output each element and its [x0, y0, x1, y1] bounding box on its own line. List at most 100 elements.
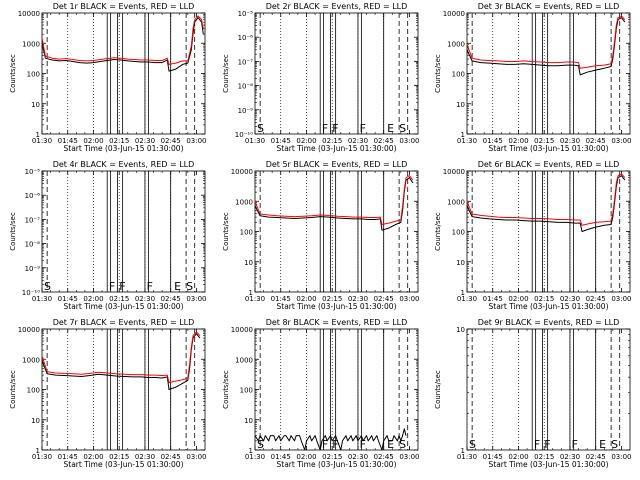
- y-tick-label: 100: [240, 229, 253, 237]
- x-tick-label: 03:00: [186, 295, 206, 303]
- y-tick-label: 1: [36, 131, 40, 139]
- x-tick-label: 01:30: [32, 453, 52, 461]
- x-tick-label: 03:00: [611, 137, 631, 145]
- y-tick-label: 1000: [447, 40, 465, 48]
- y-tick-label: 1000: [22, 40, 40, 48]
- x-tick-label: 01:30: [245, 453, 265, 461]
- event-letter-label: E: [174, 280, 181, 293]
- event-letter-label: S: [257, 438, 264, 451]
- x-axis-label: Start Time (03-Jun-15 01:30:00): [277, 144, 397, 153]
- y-tick-label: 100: [240, 387, 253, 395]
- x-tick-label: 02:45: [374, 453, 394, 461]
- x-tick-label: 01:30: [457, 295, 477, 303]
- y-tick-label: 10: [456, 259, 465, 267]
- x-tick-label: 03:00: [399, 137, 419, 145]
- x-tick-label: 02:00: [296, 453, 316, 461]
- x-tick-label: 03:00: [611, 453, 631, 461]
- plot-frame: [466, 170, 631, 293]
- y-tick-label: 1000: [235, 356, 253, 364]
- panel-p5: Det 5r BLACK = Events, RED = LLD 1 10 100 10…: [222, 160, 420, 311]
- event-letter-label: F: [332, 122, 338, 135]
- lld-series-line: [466, 173, 626, 226]
- lld-series-line: [41, 331, 201, 383]
- plot-frame: [41, 12, 206, 135]
- x-tick-label: 02:45: [374, 137, 394, 145]
- x-axis-label: Start Time (03-Jun-15 01:30:00): [277, 460, 397, 469]
- panel-title: Det 6r BLACK = Events, RED = LLD: [478, 160, 620, 169]
- event-letter-label: S: [399, 438, 406, 451]
- y-tick-label: 1000: [235, 198, 253, 206]
- event-letter-label: S: [399, 122, 406, 135]
- x-tick-label: 02:15: [109, 137, 129, 145]
- y-tick-label: 10: [31, 417, 40, 425]
- x-tick-label: 03:00: [399, 453, 419, 461]
- x-tick-label: 02:00: [296, 137, 316, 145]
- y-tick-label: 10: [31, 101, 40, 109]
- x-tick-label: 02:30: [348, 453, 368, 461]
- y-tick-label: 10⁻⁵: [238, 10, 254, 18]
- y-tick-label: 10000: [18, 326, 40, 334]
- panel-title: Det 5r BLACK = Events, RED = LLD: [266, 160, 408, 169]
- x-tick-label: 01:45: [271, 295, 291, 303]
- y-tick-label: 10⁻¹⁰: [235, 131, 253, 139]
- panel-title: Det 2r BLACK = Events, RED = LLD: [266, 2, 408, 11]
- x-axis-label: Start Time (03-Jun-15 01:30:00): [489, 144, 609, 153]
- y-tick-label: 10⁻⁷: [25, 216, 41, 224]
- y-tick-label: 10⁻⁶: [238, 34, 254, 42]
- x-tick-label: 01:30: [245, 137, 265, 145]
- panel-title: Det 3r BLACK = Events, RED = LLD: [478, 2, 620, 11]
- panel-p3: Det 3r BLACK = Events, RED = LLD 1 10 100 10…: [434, 2, 632, 153]
- x-tick-label: 02:45: [161, 137, 181, 145]
- panel-title: Det 4r BLACK = Events, RED = LLD: [53, 160, 195, 169]
- x-tick-label: 01:30: [32, 295, 52, 303]
- panel-p7: Det 7r BLACK = Events, RED = LLD 1 10 100 10…: [9, 318, 207, 469]
- lld-series-line: [41, 15, 204, 65]
- y-axis-label: Counts/sec: [222, 212, 230, 251]
- y-tick-label: 10000: [231, 326, 253, 334]
- y-tick-label: 1000: [447, 198, 465, 206]
- x-tick-label: 01:45: [483, 137, 503, 145]
- panel-title: Det 1r BLACK = Events, RED = LLD: [53, 2, 195, 11]
- x-tick-label: 01:45: [58, 295, 78, 303]
- event-letter-label: F: [147, 280, 153, 293]
- x-tick-label: 01:45: [483, 295, 503, 303]
- x-tick-label: 01:30: [32, 137, 52, 145]
- y-tick-label: 10: [244, 417, 253, 425]
- event-letter-label: F: [360, 438, 366, 451]
- event-letter-label: S: [611, 438, 618, 451]
- x-tick-label: 02:15: [534, 137, 554, 145]
- x-tick-label: 02:15: [534, 295, 554, 303]
- y-tick-label: 10000: [231, 168, 253, 176]
- panel-p1: Det 1r BLACK = Events, RED = LLD 1 10 100 10…: [9, 2, 207, 153]
- x-tick-label: 02:15: [109, 295, 129, 303]
- panel-title: Det 8r BLACK = Events, RED = LLD: [266, 318, 408, 327]
- y-tick-label: 10: [244, 259, 253, 267]
- y-axis-label: Counts/sec: [222, 54, 230, 93]
- plot-frame: [254, 12, 419, 135]
- y-tick-label: 10⁻¹⁰: [22, 289, 40, 297]
- x-tick-label: 02:30: [135, 137, 155, 145]
- x-tick-label: 01:45: [271, 453, 291, 461]
- panel-title: Det 7r BLACK = Events, RED = LLD: [53, 318, 195, 327]
- event-letter-label: F: [544, 438, 550, 451]
- y-tick-label: 10⁻⁷: [238, 58, 254, 66]
- plot-frame: [254, 170, 419, 293]
- x-tick-label: 02:30: [560, 453, 580, 461]
- y-tick-label: 10⁻⁹: [238, 107, 254, 115]
- x-tick-label: 03:00: [611, 295, 631, 303]
- x-tick-label: 02:45: [586, 137, 606, 145]
- x-tick-label: 02:00: [296, 295, 316, 303]
- x-tick-label: 02:30: [348, 137, 368, 145]
- events-series-line: [466, 17, 626, 76]
- y-tick-label: 10000: [18, 10, 40, 18]
- x-tick-label: 01:30: [245, 295, 265, 303]
- x-axis-label: Start Time (03-Jun-15 01:30:00): [277, 302, 397, 311]
- lld-series-line: [254, 175, 414, 225]
- y-axis-label: Counts/sec: [9, 212, 17, 251]
- events-series-line: [254, 428, 407, 451]
- events-series-line: [254, 177, 414, 231]
- y-axis-label: Counts/sec: [222, 370, 230, 409]
- x-tick-label: 03:00: [186, 453, 206, 461]
- event-letter-label: F: [109, 280, 115, 293]
